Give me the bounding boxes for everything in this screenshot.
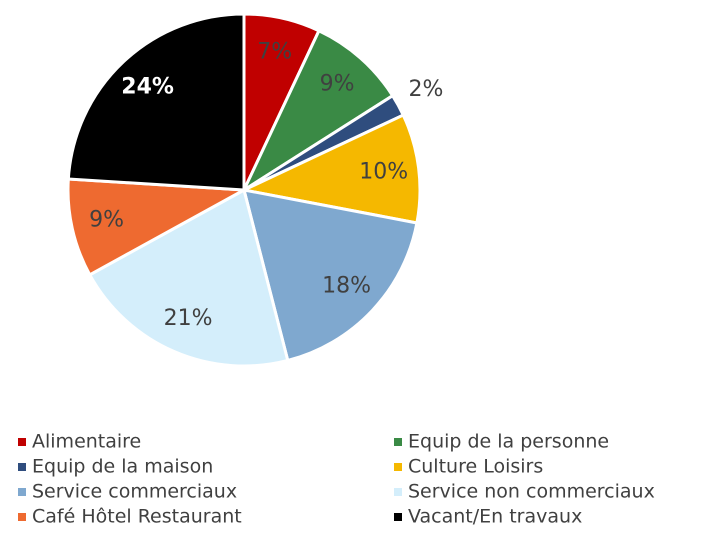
pie-slice <box>240 28 395 195</box>
data-label: 2% <box>409 77 444 102</box>
legend-label: Vacant/En travaux <box>408 506 582 528</box>
data-label: 24% <box>121 74 174 99</box>
data-label: 7% <box>257 40 292 65</box>
legend-label: Equip de la personne <box>408 431 609 453</box>
pie-slice <box>241 188 419 363</box>
data-label: 9% <box>320 71 355 96</box>
legend-swatch <box>394 463 402 471</box>
legend-swatch <box>18 488 26 496</box>
pie-slice <box>87 187 290 368</box>
pie-slice <box>66 12 246 192</box>
legend-label: Alimentaire <box>32 431 141 453</box>
legend-swatch <box>394 513 402 521</box>
data-label: 9% <box>89 208 124 233</box>
legend-swatch <box>18 513 26 521</box>
legend-label: Culture Loisirs <box>408 456 543 478</box>
legend-label: Service non commerciaux <box>408 481 655 503</box>
data-label: 10% <box>359 159 408 184</box>
pie-slice <box>239 113 422 225</box>
data-label: 21% <box>164 306 213 331</box>
legend-swatch <box>18 463 26 471</box>
legend-label: Equip de la maison <box>32 456 213 478</box>
legend-swatch <box>18 438 26 446</box>
legend-swatch <box>394 488 402 496</box>
legend-swatch <box>394 438 402 446</box>
data-label: 18% <box>322 273 371 298</box>
pie-slice <box>66 177 250 277</box>
legend-label: Café Hôtel Restaurant <box>32 506 242 528</box>
legend-label: Service commerciaux <box>32 481 237 503</box>
